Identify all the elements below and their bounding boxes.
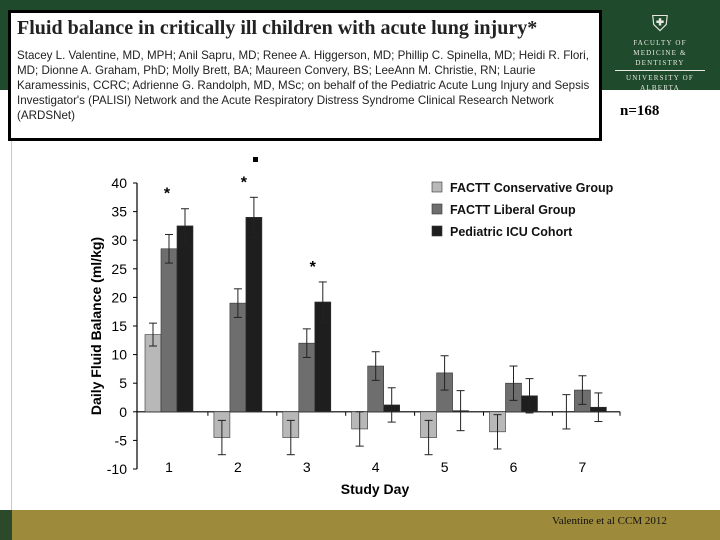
bullet-mark — [253, 157, 258, 162]
y-tick-label: 5 — [119, 375, 127, 391]
x-tick-label: 2 — [234, 459, 242, 475]
significance-marker: * — [241, 174, 248, 191]
crest-line-3: UNIVERSITY OF ALBERTA — [625, 74, 695, 92]
citation-title: Fluid balance in critically ill children… — [17, 17, 538, 39]
y-tick-label: 15 — [111, 318, 127, 334]
y-tick-label: 35 — [111, 204, 127, 220]
x-tick-label: 6 — [510, 459, 518, 475]
y-tick-label: 40 — [111, 175, 127, 191]
crest-divider — [615, 70, 705, 71]
x-tick-label: 4 — [372, 459, 380, 475]
legend-swatch — [431, 203, 443, 215]
x-tick-label: 7 — [579, 459, 587, 475]
y-tick-label: 20 — [111, 289, 127, 305]
crest-line-2: MEDICINE & DENTISTRY — [633, 49, 687, 67]
crest-line-1: FACULTY OF — [633, 39, 687, 47]
y-axis-title: Daily Fluid Balance (ml/kg) — [88, 237, 104, 415]
bar-factt-liberal-group-day-2 — [229, 302, 247, 413]
x-tick-label: 5 — [441, 459, 449, 475]
legend-swatch — [431, 225, 443, 237]
university-crest: ⛨ FACULTY OF MEDICINE & DENTISTRY UNIVER… — [610, 12, 710, 92]
citation-authors: Stacey L. Valentine, MD, MPH; Anil Sapru… — [17, 49, 590, 122]
bars-layer: * * * — [144, 174, 607, 456]
y-tick-label: -10 — [107, 461, 127, 477]
legend-label: FACTT Liberal Group — [450, 203, 576, 217]
bar-pediatric-icu-cohort-day-2 — [245, 217, 263, 413]
legend-label: Pediatric ICU Cohort — [450, 225, 573, 239]
x-tick-label: 1 — [165, 459, 173, 475]
legend-swatch — [431, 181, 443, 193]
bar-factt-liberal-group-day-1 — [160, 248, 178, 413]
left-divider — [11, 90, 12, 510]
y-tick-label: 25 — [111, 261, 127, 277]
y-tick-label: 30 — [111, 232, 127, 248]
footer-band-accent — [0, 510, 12, 540]
significance-marker: * — [310, 259, 317, 276]
x-tick-label: 3 — [303, 459, 311, 475]
chart-legend: FACTT Conservative Group FACTT Liberal Gr… — [431, 181, 614, 239]
x-axis-title: Study Day — [341, 481, 410, 497]
sample-size-label: n=168 — [620, 103, 660, 119]
bar-pediatric-icu-cohort-day-1 — [176, 225, 194, 413]
y-tick-label: 10 — [111, 347, 127, 363]
citation-box: Fluid balance in critically ill children… — [8, 10, 602, 141]
y-tick-label: 0 — [119, 404, 127, 420]
significance-marker: * — [164, 186, 171, 203]
y-tick-label: -5 — [115, 432, 128, 448]
footer-band — [0, 510, 720, 540]
footer-citation: Valentine et al CCM 2012 — [552, 515, 667, 527]
legend-label: FACTT Conservative Group — [450, 181, 614, 195]
crest-shield-icon: ⛨ — [651, 12, 669, 37]
